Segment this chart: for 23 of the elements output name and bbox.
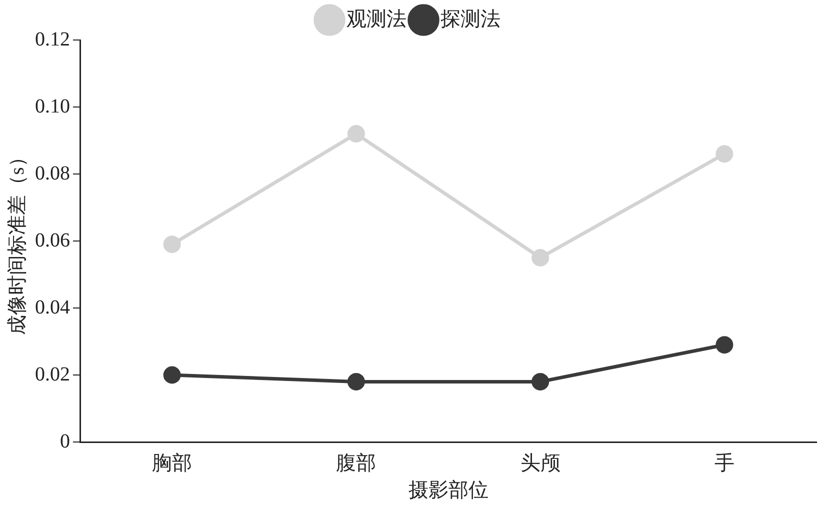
point — [347, 125, 365, 143]
point — [163, 236, 181, 254]
x-tick-label: 胸部 — [152, 452, 192, 474]
y-tick-label: 0.12 — [35, 28, 70, 50]
y-tick-label: 0.08 — [35, 162, 70, 184]
y-axis-title: 成像时间标准差（s） — [6, 147, 28, 335]
y-tick-label: 0.06 — [35, 229, 70, 252]
x-tick-label: 腹部 — [336, 452, 376, 474]
y-tick-label: 0.02 — [35, 363, 70, 386]
legend-label: 探测法 — [440, 8, 500, 30]
y-tick-label: 0.04 — [35, 296, 70, 318]
point — [716, 336, 734, 354]
y-tick-label: 0 — [60, 430, 70, 452]
x-tick-label: 头颅 — [520, 452, 560, 474]
x-axis-title: 摄影部位 — [408, 479, 488, 502]
point — [716, 145, 734, 163]
x-tick-label: 手 — [714, 452, 734, 474]
point — [532, 372, 550, 390]
point — [347, 372, 365, 390]
point — [532, 249, 550, 266]
point — [163, 366, 181, 384]
y-tick-label: 0.10 — [35, 95, 70, 118]
legend-label: 观测法 — [346, 8, 406, 30]
